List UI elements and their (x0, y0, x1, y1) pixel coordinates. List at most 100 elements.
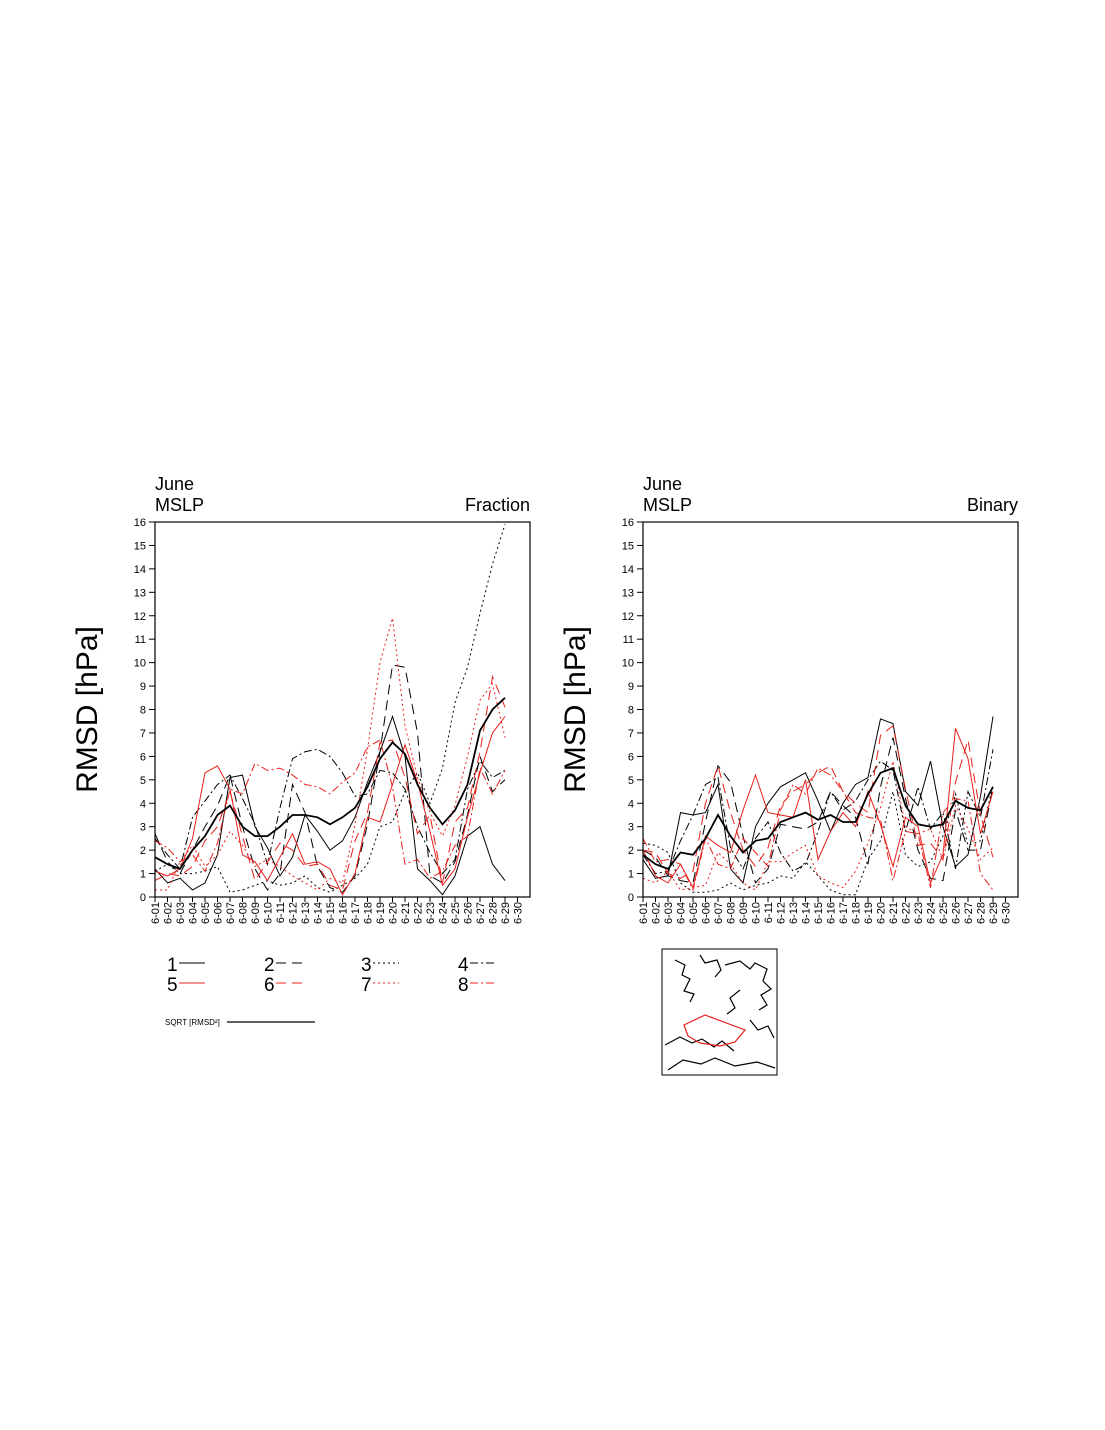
y-tick-label: 5 (140, 775, 146, 787)
series-line (154, 739, 506, 879)
y-tick-label: 14 (134, 564, 146, 576)
x-tick-label: 6-06 (213, 902, 225, 924)
series-line (154, 716, 506, 896)
y-tick-label: 12 (622, 611, 634, 623)
y-axis-label: RMSD [hPa] (71, 626, 104, 793)
x-tick-label: 6-16 (826, 902, 838, 924)
chart-subtitle: Binary (967, 495, 1018, 515)
legend-label: 7 (361, 975, 372, 996)
x-tick-label: 6-22 (901, 902, 913, 924)
x-tick-label: 6-26 (951, 902, 963, 924)
series-line (154, 674, 506, 891)
legend-label: 2 (264, 955, 275, 976)
x-tick-label: 6-14 (801, 902, 813, 924)
y-tick-label: 15 (134, 540, 146, 552)
series-line (642, 728, 994, 889)
series-line (642, 767, 994, 892)
x-tick-label: 6-16 (338, 902, 350, 924)
y-tick-label: 10 (622, 658, 634, 670)
x-tick-label: 6-15 (813, 902, 825, 924)
x-tick-label: 6-25 (450, 902, 462, 924)
x-tick-label: 6-12 (288, 902, 300, 924)
x-tick-label: 6-18 (851, 902, 863, 924)
y-tick-label: 1 (628, 869, 634, 881)
x-tick-label: 6-14 (313, 902, 325, 924)
x-tick-label: 6-13 (788, 902, 800, 924)
y-tick-label: 8 (628, 705, 634, 717)
x-tick-label: 6-21 (400, 902, 412, 924)
y-tick-label: 5 (628, 775, 634, 787)
y-tick-label: 1 (140, 869, 146, 881)
y-tick-label: 11 (623, 634, 634, 646)
y-tick-label: 13 (134, 587, 146, 599)
x-tick-label: 6-24 (438, 902, 450, 924)
series-line (642, 725, 994, 879)
series-line (154, 524, 506, 893)
x-tick-label: 6-27 (963, 902, 975, 924)
x-tick-label: 6-25 (938, 902, 950, 924)
chart-subtitle: Fraction (465, 495, 530, 515)
x-tick-label: 6-20 (388, 902, 400, 924)
legend-label: 1 (167, 955, 178, 976)
x-tick-label: 6-12 (776, 902, 788, 924)
x-tick-label: 6-15 (325, 902, 337, 924)
y-tick-label: 16 (134, 517, 146, 529)
y-tick-label: 2 (628, 845, 634, 857)
plot-frame (642, 521, 1019, 898)
y-tick-label: 3 (628, 822, 634, 834)
x-tick-label: 6-19 (375, 902, 387, 924)
y-tick-label: 16 (622, 517, 634, 529)
x-tick-label: 6-10 (751, 902, 763, 924)
series-line (154, 748, 506, 875)
map-inset (661, 948, 778, 1076)
x-tick-label: 6-28 (488, 902, 500, 924)
x-tick-label: 6-02 (163, 902, 175, 924)
chart-title: MSLP (155, 495, 204, 515)
series-line (154, 664, 506, 893)
legend-label: 5 (167, 975, 178, 996)
x-tick-label: 6-03 (175, 902, 187, 924)
x-tick-label: 6-23 (425, 902, 437, 924)
x-tick-label: 6-27 (475, 902, 487, 924)
x-tick-label: 6-22 (413, 902, 425, 924)
x-tick-label: 6-20 (876, 902, 888, 924)
y-axis-label: RMSD [hPa] (559, 626, 592, 793)
x-tick-label: 6-05 (200, 902, 212, 924)
y-tick-label: 4 (628, 798, 634, 810)
x-tick-label: 6-08 (726, 902, 738, 924)
legend-label: SQRT [RMSD²] (165, 1018, 220, 1027)
x-tick-label: 6-10 (263, 902, 275, 924)
series-line (642, 737, 994, 884)
legend-label: 8 (458, 975, 469, 996)
x-tick-label: 6-08 (238, 902, 250, 924)
x-tick-label: 6-29 (500, 902, 512, 924)
x-tick-label: 6-03 (663, 902, 675, 924)
x-tick-label: 6-01 (150, 902, 162, 924)
region-outline (683, 1014, 747, 1047)
x-tick-label: 6-28 (976, 902, 988, 924)
x-tick-label: 6-17 (838, 902, 850, 924)
x-tick-label: 6-04 (188, 902, 200, 924)
y-tick-label: 10 (134, 658, 146, 670)
x-tick-label: 6-19 (863, 902, 875, 924)
x-tick-label: 6-01 (638, 902, 650, 924)
x-tick-label: 6-23 (913, 902, 925, 924)
x-tick-label: 6-07 (713, 902, 725, 924)
y-tick-label: 4 (140, 798, 146, 810)
legend-label: 6 (264, 975, 275, 996)
y-tick-label: 0 (140, 892, 146, 904)
map-frame (661, 948, 778, 1076)
x-tick-label: 6-30 (513, 902, 525, 924)
x-tick-label: 6-30 (1001, 902, 1013, 924)
series-line (642, 766, 994, 870)
y-tick-label: 6 (628, 751, 634, 763)
series-line (154, 714, 506, 896)
y-tick-label: 2 (140, 845, 146, 857)
chart-title: MSLP (643, 495, 692, 515)
x-tick-label: 6-05 (688, 902, 700, 924)
y-tick-label: 12 (134, 611, 146, 623)
y-tick-label: 3 (140, 822, 146, 834)
y-tick-label: 7 (140, 728, 146, 740)
